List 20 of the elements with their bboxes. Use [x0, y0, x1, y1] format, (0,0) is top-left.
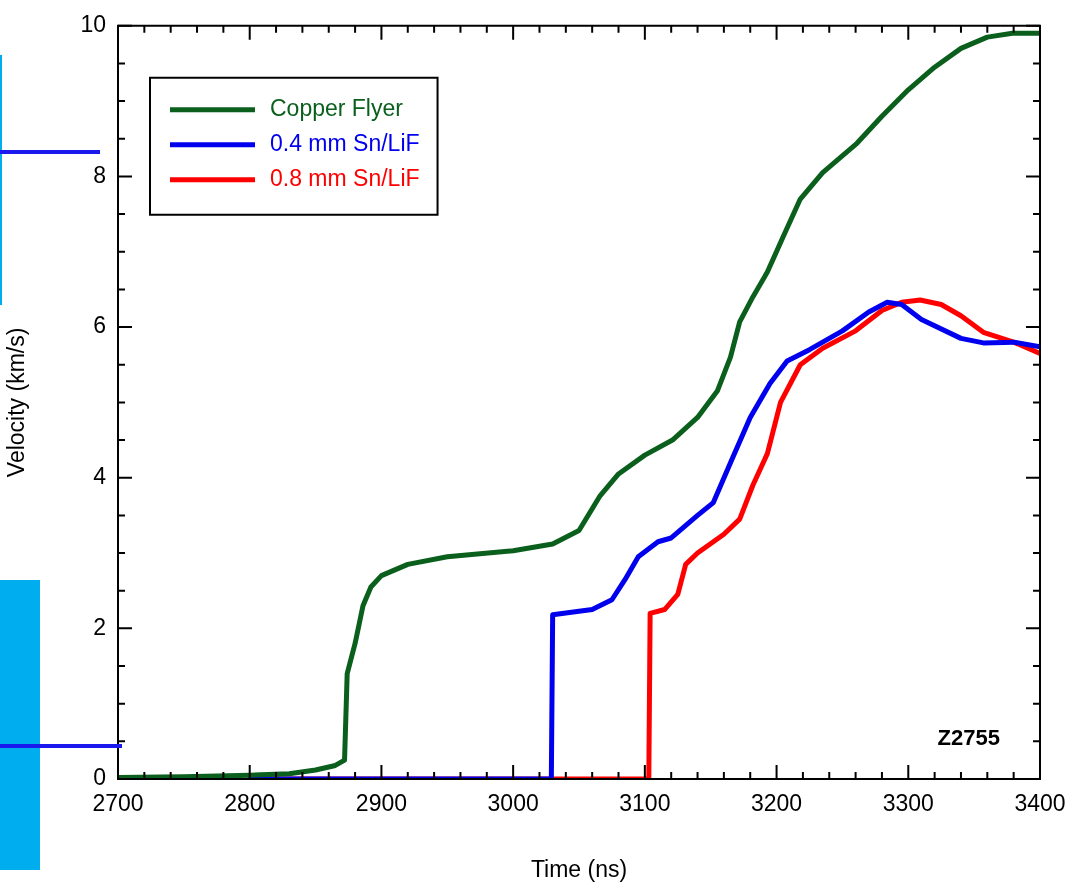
x-tick-label: 2800: [224, 790, 276, 817]
legend-label: Copper Flyer: [270, 95, 404, 122]
x-tick-label: 3000: [487, 790, 539, 817]
y-tick-label: 6: [93, 312, 106, 339]
y-axis-title: Velocity (km/s): [3, 327, 30, 478]
legend-label: 0.4 mm Sn/LiF: [270, 130, 420, 157]
x-tick-label: 3300: [882, 790, 934, 817]
x-tick-label: 3400: [1014, 790, 1066, 817]
annotation: Z2755: [937, 725, 1000, 751]
x-tick-label: 2900: [355, 790, 408, 817]
y-tick-label: 2: [93, 613, 106, 640]
y-tick-label: 4: [93, 463, 107, 490]
y-tick-label: 0: [93, 764, 106, 791]
x-axis-title: Time (ns): [530, 855, 628, 882]
legend-label: 0.8 mm Sn/LiF: [270, 165, 420, 192]
y-tick-label: 10: [80, 11, 106, 38]
x-tick-label: 3200: [750, 790, 803, 817]
x-tick-label: 2700: [92, 790, 144, 817]
y-tick-label: 8: [93, 161, 106, 188]
x-tick-label: 3100: [619, 790, 671, 817]
